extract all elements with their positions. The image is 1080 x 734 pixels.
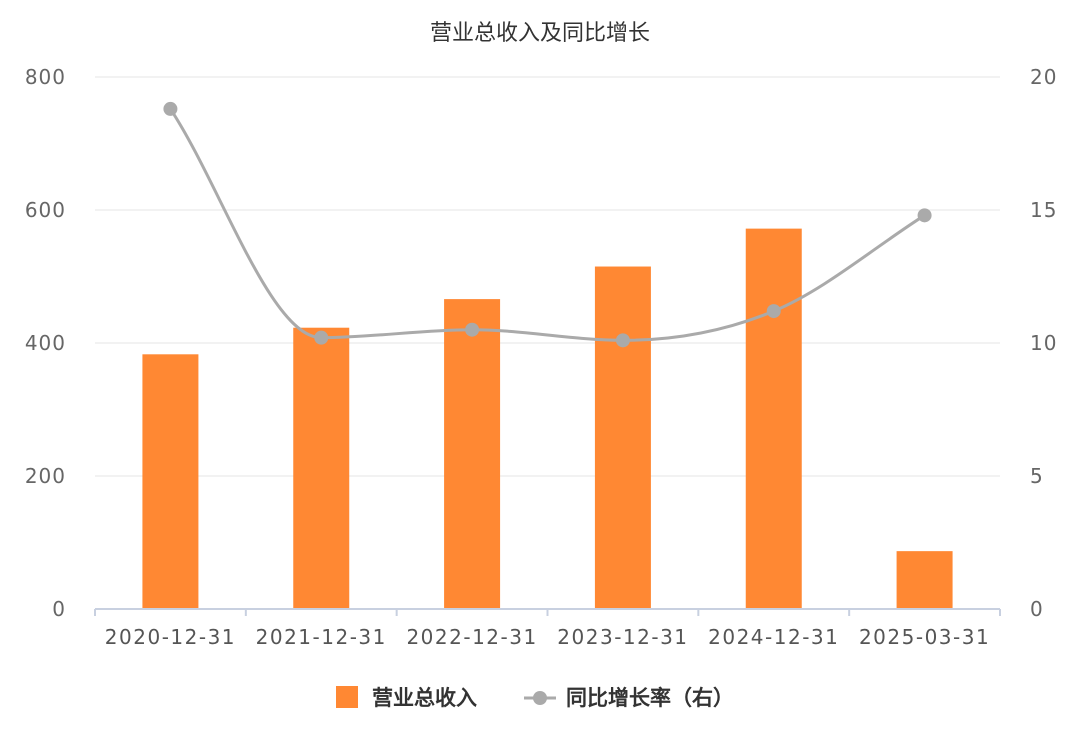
x-tick-label: 2020-12-31: [105, 625, 236, 649]
line-point: [314, 330, 329, 345]
bar-series: [142, 228, 953, 609]
y-right-tick-label: 15: [1030, 198, 1057, 222]
y-right-tick-label: 20: [1030, 65, 1057, 89]
y-right-tick-label: 5: [1030, 464, 1044, 488]
legend: 营业总收入 同比增长率（右）: [336, 686, 734, 710]
y-left-tick-label: 800: [25, 65, 66, 89]
line-point: [615, 333, 630, 348]
bar: [444, 299, 501, 609]
growth-line: [169, 108, 926, 342]
y-right-tick-label: 10: [1030, 331, 1057, 355]
bar: [293, 327, 350, 609]
x-tick-label: 2021-12-31: [256, 625, 387, 649]
legend-swatch-dot: [533, 691, 547, 705]
chart-title: 营业总收入及同比增长: [430, 21, 650, 46]
y-right-tick-label: 0: [1030, 597, 1044, 621]
legend-swatch-bar: [336, 686, 358, 708]
line-point: [163, 101, 178, 116]
bar: [896, 551, 953, 609]
line-point: [917, 208, 932, 223]
legend-label-line: 同比增长率（右）: [566, 686, 734, 710]
bar: [594, 266, 651, 609]
bar: [745, 228, 802, 609]
x-tick-label: 2022-12-31: [406, 625, 537, 649]
x-tick-label: 2024-12-31: [708, 625, 839, 649]
x-tick-label: 2025-03-31: [859, 625, 990, 649]
line-series: [163, 101, 932, 348]
y-left-tick-label: 0: [52, 597, 66, 621]
line-point: [766, 304, 781, 319]
y-left-tick-label: 600: [25, 198, 66, 222]
grid-lines: [95, 76, 1000, 477]
legend-label-bar: 营业总收入: [372, 686, 477, 710]
y-left-tick-label: 200: [25, 464, 66, 488]
y-left-tick-label: 400: [25, 331, 66, 355]
bar: [142, 354, 199, 609]
x-tick-label: 2023-12-31: [557, 625, 688, 649]
line-point: [465, 322, 480, 337]
axes: 0 200 400 600 800 0 5 10 15 20 2020-12-31 2021-12-3…: [25, 65, 1057, 649]
